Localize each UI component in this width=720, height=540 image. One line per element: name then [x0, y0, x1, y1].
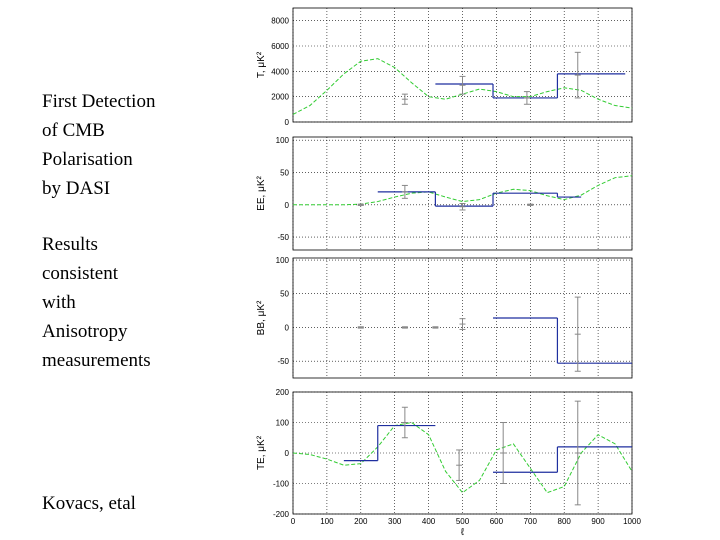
y-tick-label: 200 [276, 388, 290, 397]
y-axis-label: T, μK² [256, 51, 267, 78]
error-bar [432, 326, 439, 329]
error-bar [500, 422, 507, 484]
slide-text: consistent [42, 263, 119, 284]
x-tick-label: 900 [591, 517, 605, 526]
slide-text: of CMB [42, 120, 105, 141]
x-tick-label: 200 [354, 517, 368, 526]
error-bar [574, 51, 581, 99]
error-bar [357, 203, 364, 206]
y-tick-label: 4000 [271, 67, 289, 76]
slide-credit: Kovacs, etal [42, 493, 136, 514]
y-tick-label: -50 [277, 357, 289, 366]
x-tick-label: 100 [320, 517, 334, 526]
y-tick-label: -50 [277, 233, 289, 242]
error-bar [574, 400, 581, 506]
y-tick-label: 0 [285, 118, 290, 127]
x-tick-label: 700 [524, 517, 538, 526]
y-tick-label: 6000 [271, 42, 289, 51]
x-axis-label: ℓ [461, 527, 465, 538]
y-tick-label: -100 [273, 480, 290, 489]
slide-text: Anisotropy [42, 321, 128, 342]
y-tick-label: -200 [273, 510, 290, 519]
slide-text: Results [42, 234, 98, 255]
y-tick-label: 50 [280, 290, 289, 299]
error-bar [459, 75, 466, 95]
y-axis-label: BB, μK² [256, 300, 267, 335]
y-axis-label: TE, μK² [256, 435, 267, 470]
y-tick-label: 0 [285, 449, 290, 458]
x-tick-label: 800 [558, 517, 572, 526]
error-bar [401, 406, 408, 439]
x-tick-label: 300 [388, 517, 402, 526]
slide-text: with [42, 292, 76, 313]
error-bar [459, 318, 466, 330]
model-curve [292, 58, 633, 115]
error-bar [401, 326, 408, 329]
y-tick-label: 100 [276, 419, 290, 428]
y-tick-label: 8000 [271, 17, 289, 26]
error-bar [527, 203, 534, 206]
slide-text: measurements [42, 350, 151, 371]
y-tick-label: 100 [276, 256, 290, 265]
model-curve [292, 421, 633, 494]
error-bar [574, 296, 581, 372]
error-bar [456, 449, 463, 481]
slide-text: Polarisation [42, 149, 133, 170]
y-axis-label: EE, μK² [256, 176, 267, 211]
x-tick-label: 600 [490, 517, 504, 526]
y-tick-label: 0 [285, 323, 290, 332]
slide-text: by DASI [42, 178, 110, 199]
x-tick-label: 400 [422, 517, 436, 526]
slide-text: First Detection [42, 91, 156, 112]
x-tick-label: 1000 [623, 517, 641, 526]
error-bar [523, 91, 530, 105]
error-bar [401, 93, 408, 105]
error-bar [401, 184, 408, 199]
error-bar [357, 326, 364, 329]
error-bar [459, 203, 466, 211]
y-tick-label: 100 [276, 136, 290, 145]
x-tick-label: 0 [291, 517, 296, 526]
y-tick-label: 0 [285, 201, 290, 210]
x-tick-label: 500 [456, 517, 470, 526]
y-tick-label: 50 [280, 169, 289, 178]
y-tick-label: 2000 [271, 93, 289, 102]
